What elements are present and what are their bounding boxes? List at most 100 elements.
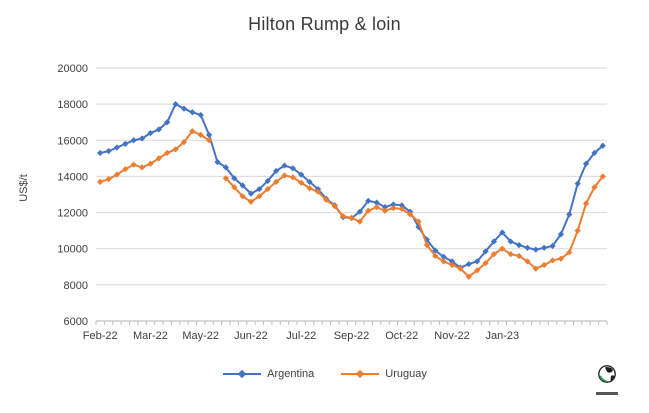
data-point-uruguay[interactable] xyxy=(340,213,347,220)
data-point-uruguay[interactable] xyxy=(591,184,598,191)
data-point-argentina[interactable] xyxy=(566,211,573,218)
data-point-uruguay[interactable] xyxy=(515,252,523,260)
data-point-argentina[interactable] xyxy=(549,242,556,250)
data-point-uruguay[interactable] xyxy=(599,173,606,180)
data-point-uruguay[interactable] xyxy=(105,176,112,183)
data-point-argentina[interactable] xyxy=(298,171,305,178)
data-point-argentina[interactable] xyxy=(214,158,221,166)
data-point-uruguay[interactable] xyxy=(306,185,313,192)
data-point-uruguay[interactable] xyxy=(323,196,330,204)
data-point-uruguay[interactable] xyxy=(532,265,539,272)
data-point-uruguay[interactable] xyxy=(381,207,389,214)
data-point-argentina[interactable] xyxy=(591,149,598,157)
data-point-argentina[interactable] xyxy=(180,105,188,112)
data-point-argentina[interactable] xyxy=(197,111,204,119)
data-point-uruguay[interactable] xyxy=(239,193,246,200)
data-point-uruguay[interactable] xyxy=(457,265,464,272)
data-point-uruguay[interactable] xyxy=(557,255,565,262)
data-point-argentina[interactable] xyxy=(231,175,238,182)
data-point-argentina[interactable] xyxy=(515,242,523,249)
data-point-uruguay[interactable] xyxy=(348,214,355,222)
data-point-argentina[interactable] xyxy=(574,180,581,187)
data-point-uruguay[interactable] xyxy=(155,155,162,162)
data-point-argentina[interactable] xyxy=(415,223,422,231)
data-point-argentina[interactable] xyxy=(256,185,263,193)
data-point-uruguay[interactable] xyxy=(97,178,104,185)
legend-item-uruguay[interactable]: Uruguay xyxy=(340,368,427,380)
data-point-uruguay[interactable] xyxy=(574,227,581,234)
data-point-uruguay[interactable] xyxy=(482,260,489,267)
data-point-argentina[interactable] xyxy=(381,204,389,211)
data-point-argentina[interactable] xyxy=(222,164,229,171)
data-point-uruguay[interactable] xyxy=(289,174,296,181)
data-point-uruguay[interactable] xyxy=(524,258,531,265)
data-point-uruguay[interactable] xyxy=(172,146,179,153)
data-point-argentina[interactable] xyxy=(432,247,439,254)
data-point-uruguay[interactable] xyxy=(298,179,305,186)
data-point-uruguay[interactable] xyxy=(281,172,288,179)
data-point-uruguay[interactable] xyxy=(499,245,506,252)
data-point-argentina[interactable] xyxy=(172,101,179,108)
data-point-argentina[interactable] xyxy=(373,199,380,206)
data-point-argentina[interactable] xyxy=(490,238,498,245)
data-point-argentina[interactable] xyxy=(599,142,606,149)
legend-item-argentina[interactable]: Argentina xyxy=(222,368,314,380)
data-point-uruguay[interactable] xyxy=(398,205,405,213)
data-point-argentina[interactable] xyxy=(247,190,255,197)
data-point-uruguay[interactable] xyxy=(549,257,556,264)
data-point-uruguay[interactable] xyxy=(432,252,439,260)
data-point-argentina[interactable] xyxy=(524,244,531,251)
data-point-uruguay[interactable] xyxy=(465,273,472,280)
data-point-argentina[interactable] xyxy=(155,126,162,133)
data-point-argentina[interactable] xyxy=(532,246,539,253)
data-point-argentina[interactable] xyxy=(122,140,129,147)
data-point-argentina[interactable] xyxy=(499,229,506,236)
data-point-uruguay[interactable] xyxy=(331,203,338,210)
data-point-argentina[interactable] xyxy=(474,258,481,265)
data-point-uruguay[interactable] xyxy=(448,261,456,269)
data-point-uruguay[interactable] xyxy=(197,131,204,138)
data-point-argentina[interactable] xyxy=(164,119,171,126)
data-point-uruguay[interactable] xyxy=(541,261,548,269)
data-point-uruguay[interactable] xyxy=(138,164,146,171)
data-point-argentina[interactable] xyxy=(138,135,146,142)
data-point-uruguay[interactable] xyxy=(507,251,514,258)
data-point-argentina[interactable] xyxy=(97,149,104,157)
data-point-argentina[interactable] xyxy=(264,177,271,185)
data-point-uruguay[interactable] xyxy=(474,267,481,274)
data-point-uruguay[interactable] xyxy=(247,198,255,205)
data-point-uruguay[interactable] xyxy=(205,137,213,144)
data-point-argentina[interactable] xyxy=(482,248,489,255)
data-point-argentina[interactable] xyxy=(356,208,363,215)
data-point-uruguay[interactable] xyxy=(415,218,422,225)
data-point-uruguay[interactable] xyxy=(147,160,154,167)
data-point-uruguay[interactable] xyxy=(373,204,380,211)
data-point-argentina[interactable] xyxy=(440,253,447,260)
data-point-uruguay[interactable] xyxy=(273,178,280,185)
data-point-argentina[interactable] xyxy=(582,160,590,167)
data-point-argentina[interactable] xyxy=(306,178,313,185)
data-point-argentina[interactable] xyxy=(281,162,288,169)
data-point-argentina[interactable] xyxy=(130,137,137,144)
data-point-uruguay[interactable] xyxy=(582,200,590,207)
data-point-argentina[interactable] xyxy=(205,131,213,138)
data-point-uruguay[interactable] xyxy=(164,149,171,157)
data-point-argentina[interactable] xyxy=(507,238,514,245)
data-point-uruguay[interactable] xyxy=(189,128,196,135)
data-point-uruguay[interactable] xyxy=(440,258,447,265)
data-point-argentina[interactable] xyxy=(465,260,472,268)
data-point-uruguay[interactable] xyxy=(180,138,188,146)
data-point-uruguay[interactable] xyxy=(231,184,238,191)
data-point-argentina[interactable] xyxy=(147,129,154,137)
data-point-uruguay[interactable] xyxy=(130,161,137,168)
data-point-argentina[interactable] xyxy=(398,202,405,209)
data-point-uruguay[interactable] xyxy=(264,185,271,193)
data-point-argentina[interactable] xyxy=(557,231,565,238)
data-point-uruguay[interactable] xyxy=(566,249,573,256)
data-point-argentina[interactable] xyxy=(273,167,280,175)
data-point-argentina[interactable] xyxy=(390,201,397,208)
data-point-uruguay[interactable] xyxy=(256,193,263,200)
data-point-uruguay[interactable] xyxy=(314,188,322,195)
data-point-uruguay[interactable] xyxy=(356,218,363,225)
data-point-argentina[interactable] xyxy=(189,109,196,116)
